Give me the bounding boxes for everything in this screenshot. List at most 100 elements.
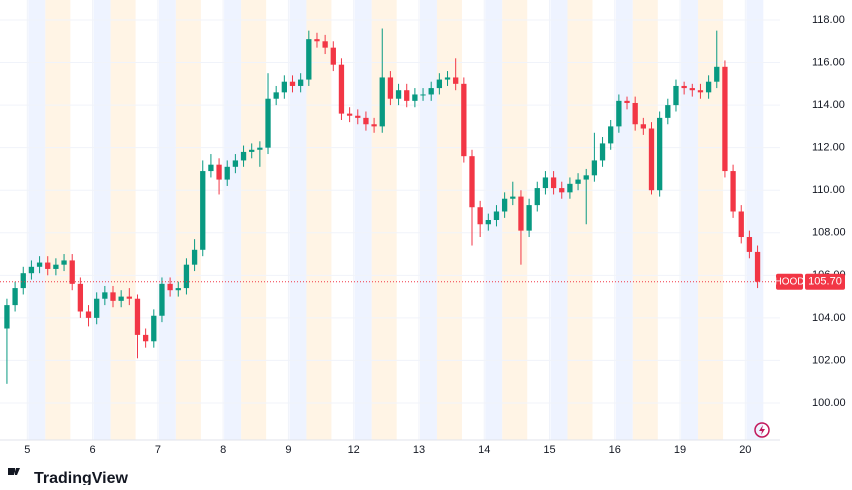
last-price-label: 105.70 [808, 276, 842, 288]
candle-body [608, 126, 614, 144]
candle-body [444, 77, 451, 80]
symbol-label: HOOD [775, 276, 805, 287]
candle-body [542, 177, 549, 189]
candle-body [273, 92, 279, 99]
y-tick-label: 116.00 [812, 56, 845, 68]
candle-body [216, 164, 222, 180]
candle-body [534, 188, 540, 206]
y-tick-label: 118.00 [812, 14, 845, 26]
candle-body [61, 260, 67, 265]
candle-body [387, 77, 394, 99]
candle-body [208, 164, 214, 172]
candle-body [746, 237, 753, 252]
brand: TradingView [34, 470, 129, 485]
candle-body [20, 273, 26, 289]
candle-body [265, 98, 271, 148]
x-tick-label: 14 [478, 444, 490, 456]
candle-body [510, 196, 516, 199]
candle-body [232, 160, 239, 167]
candle-body [518, 196, 524, 231]
candle-body [583, 175, 589, 180]
candle-body [298, 79, 304, 86]
candle-body [485, 220, 491, 225]
x-tick-label: 9 [285, 444, 291, 456]
afterhours-band [567, 0, 593, 440]
candle-body [526, 205, 532, 231]
candle-body [681, 85, 687, 89]
afterhours-band [241, 0, 267, 440]
candle-body [436, 79, 443, 89]
x-tick-label: 19 [674, 444, 686, 456]
afterhours-band [436, 0, 462, 440]
premarket-band [550, 0, 568, 440]
candle-body [167, 283, 173, 291]
candle-body [281, 81, 287, 93]
candle-body [689, 88, 695, 91]
x-tick-label: 5 [24, 444, 30, 456]
candle-body [657, 117, 663, 191]
candle-body [461, 83, 467, 157]
candle-body [493, 211, 500, 220]
background [0, 0, 780, 440]
premarket-band [289, 0, 307, 440]
premarket-band [681, 0, 699, 440]
premarket-band [746, 0, 764, 440]
candle-body [632, 102, 638, 125]
x-tick-label: 20 [739, 444, 751, 456]
y-tick-label: 104.00 [812, 312, 846, 324]
candle-body [673, 85, 679, 106]
candle-body [306, 39, 312, 80]
candle-body [730, 171, 736, 212]
y-tick-label: 110.00 [812, 184, 845, 196]
candle-body [151, 315, 157, 342]
price-badge [805, 273, 845, 290]
candle-body [126, 296, 132, 299]
candle-body [257, 147, 263, 150]
candle-body [616, 100, 622, 127]
flash-icon[interactable] [754, 422, 770, 438]
candle-body [94, 298, 100, 318]
candle-body [183, 264, 190, 289]
candle-body [77, 283, 84, 312]
candle-body [371, 124, 377, 127]
candle-body [591, 160, 598, 176]
y-tick-label: 114.00 [812, 99, 845, 111]
candle-body [469, 156, 475, 208]
candle-body [648, 128, 655, 191]
candle-body [102, 292, 108, 299]
candle-body [379, 77, 385, 127]
candle-body [224, 166, 230, 180]
icon-bolt[interactable] [759, 425, 765, 435]
candle-body [640, 124, 646, 129]
candle-body [314, 39, 320, 42]
candle-body [142, 334, 149, 342]
candle-body [200, 171, 206, 250]
premarket-band [158, 0, 176, 440]
logo: TradingView [8, 468, 129, 487]
candle-body [428, 88, 434, 95]
candle-body [45, 262, 51, 269]
premarket-band [485, 0, 503, 440]
premarket-band [28, 0, 46, 440]
icon-circle[interactable] [754, 422, 770, 438]
candle-body [191, 249, 198, 265]
afterhours-band [175, 0, 201, 440]
candle-body [738, 211, 744, 238]
candle-body [12, 288, 18, 306]
x-tick-label: 8 [220, 444, 226, 456]
candle-body [4, 305, 10, 329]
candle-body [249, 149, 255, 152]
candle-body [420, 94, 426, 96]
candle-body [550, 177, 557, 189]
candle-body [36, 262, 43, 267]
premarket-band [419, 0, 437, 440]
candle-body [159, 283, 165, 316]
x-tick-label: 7 [155, 444, 161, 456]
candle-body [705, 81, 712, 93]
candle-body [412, 94, 418, 101]
afterhours-band [632, 0, 658, 440]
x-tick-label: 12 [348, 444, 360, 456]
candle-body [754, 251, 761, 282]
candle-body [85, 311, 92, 318]
candle-body [240, 151, 247, 161]
